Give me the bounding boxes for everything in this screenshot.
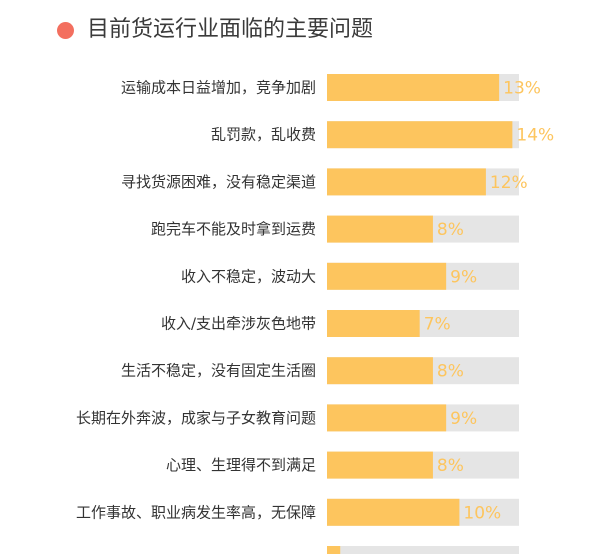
bar-track bbox=[327, 546, 519, 554]
value-label: 12% bbox=[490, 173, 528, 193]
category-label: 收入/支出牵涉灰色地带 bbox=[161, 315, 316, 333]
category-label: 工作事故、职业病发生率高，无保障 bbox=[76, 503, 316, 521]
category-label: 长期在外奔波，成家与子女教育问题 bbox=[76, 409, 316, 427]
value-label: 9% bbox=[450, 267, 477, 287]
value-label: 8% bbox=[437, 220, 464, 240]
title-bullet-icon bbox=[57, 22, 74, 39]
value-label: 14% bbox=[516, 126, 554, 146]
category-label: 心理、生理得不到满足 bbox=[166, 456, 316, 474]
value-label: 10% bbox=[463, 503, 501, 523]
bar bbox=[327, 404, 447, 432]
bar bbox=[327, 498, 460, 526]
bar bbox=[327, 451, 433, 479]
value-label: 8% bbox=[437, 456, 464, 476]
value-label: 7% bbox=[424, 315, 451, 335]
category-label: 乱罚款，乱收费 bbox=[211, 126, 316, 144]
category-label: 运输成本日益增加，竞争加剧 bbox=[121, 79, 316, 97]
bar bbox=[327, 310, 420, 337]
bar bbox=[327, 357, 433, 385]
category-label: 生活不稳定，没有固定生活圈 bbox=[121, 362, 316, 380]
bar bbox=[327, 168, 486, 196]
bar bbox=[327, 215, 433, 243]
bar bbox=[327, 121, 513, 149]
value-label: 13% bbox=[503, 79, 541, 99]
chart-header: 目前货运行业面临的主要问题 bbox=[0, 0, 600, 60]
category-label: 跑完车不能及时拿到运费 bbox=[151, 220, 316, 238]
bar bbox=[327, 546, 341, 554]
value-label: 8% bbox=[437, 362, 464, 382]
chart-title: 目前货运行业面临的主要问题 bbox=[87, 17, 374, 42]
category-label: 收入不稳定，波动大 bbox=[181, 267, 316, 285]
category-label: 寻找货源困难，没有稳定渠道 bbox=[121, 173, 316, 191]
value-label: 9% bbox=[450, 409, 477, 429]
bar bbox=[327, 74, 500, 101]
bar bbox=[327, 262, 447, 290]
